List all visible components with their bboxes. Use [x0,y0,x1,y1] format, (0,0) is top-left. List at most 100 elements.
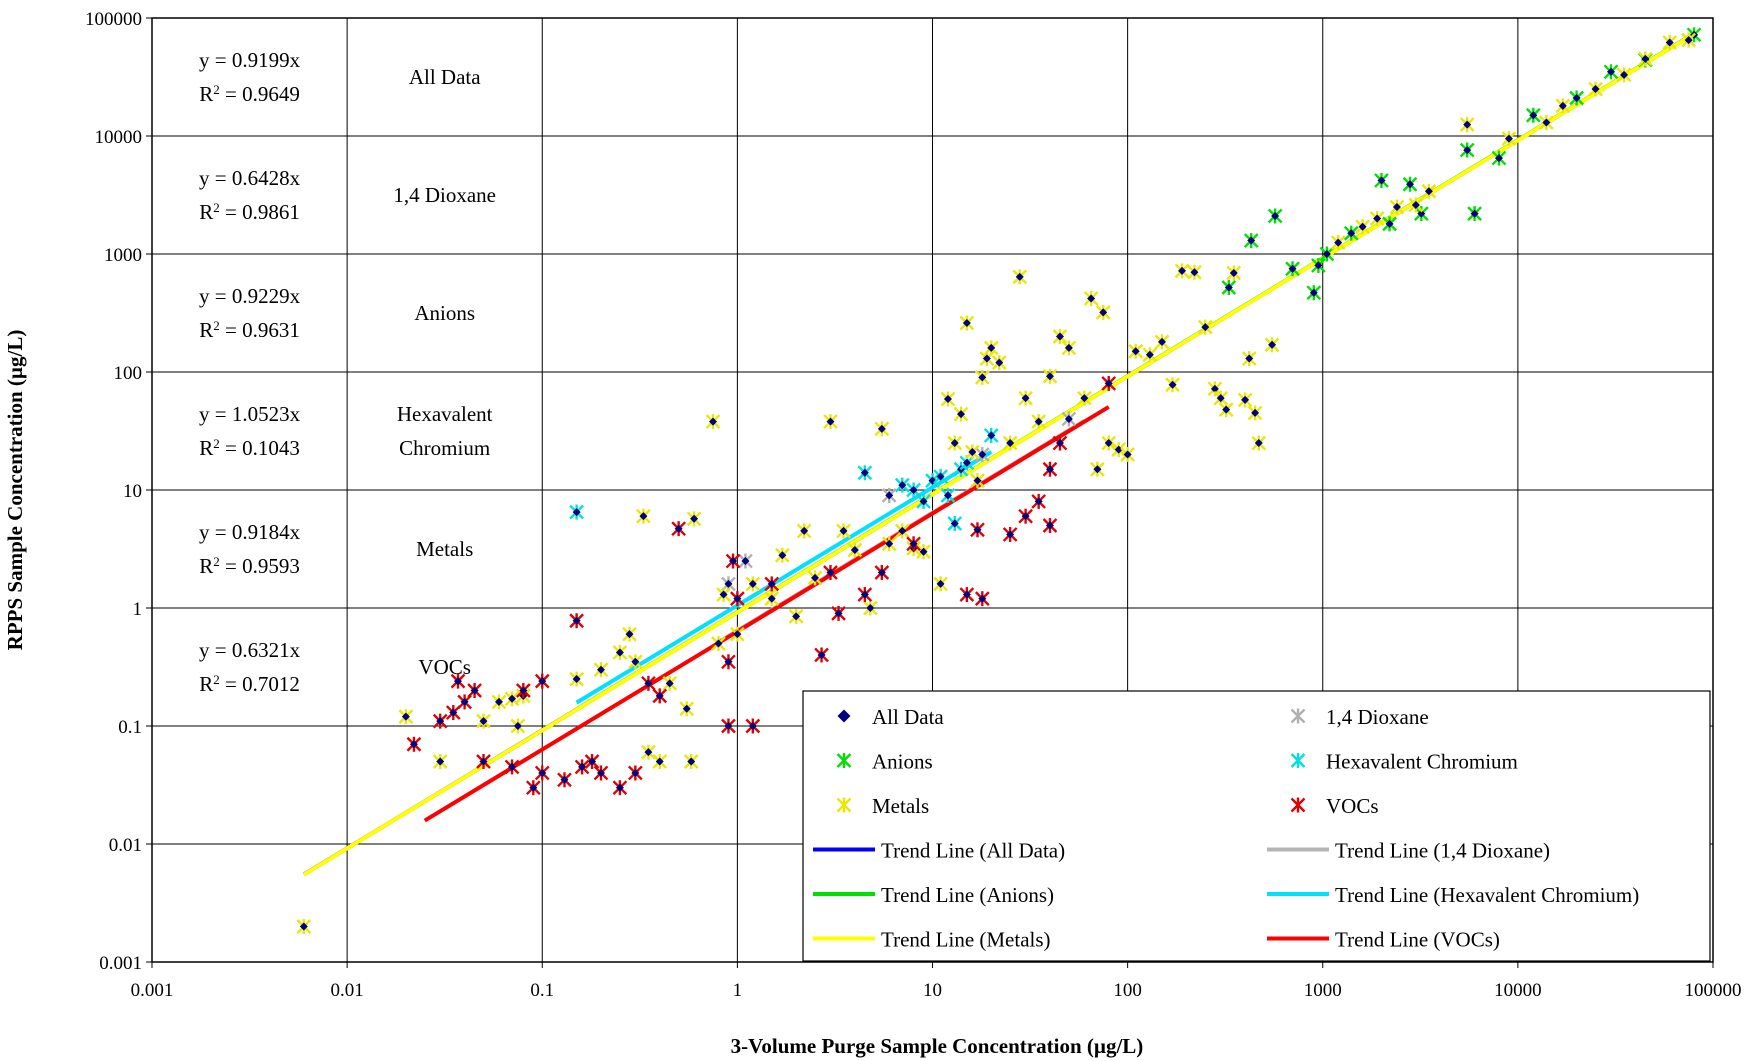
data-point [885,491,894,500]
data-point [1131,347,1140,356]
data-point [1620,70,1629,79]
data-point [898,481,907,490]
data-point [898,526,907,535]
data-point [729,557,738,566]
data-point [1347,229,1356,238]
data-point [1178,266,1187,275]
trend-line [423,405,1110,823]
data-point [987,343,996,352]
data-point [1241,395,1250,404]
data-point [401,712,410,721]
r-squared-text: R2 = 0.1043 [199,436,300,461]
data-point [724,657,733,666]
legend-item: Trend Line (1,4 Dioxane) [1267,839,1550,863]
x-tick-label: 10 [923,980,942,1001]
legend-label: Trend Line (Hexavalent Chromium) [1335,883,1639,907]
r-squared-text: R2 = 0.7012 [199,672,300,697]
data-point [708,417,717,426]
data-point [1080,394,1089,403]
data-point [1385,219,1394,228]
data-point [1470,209,1479,218]
y-tick-label: 0.01 [109,835,142,856]
data-point [1684,36,1693,45]
legend-item: Hexavalent Chromium [1290,750,1518,774]
x-axis-title: 3-Volume Purge Sample Concentration (µg/… [731,1034,1144,1058]
x-tick-label: 0.1 [530,980,554,1001]
legend-item: VOCs [1290,794,1379,818]
data-point [1417,209,1426,218]
data-point [299,922,308,931]
data-point [682,704,691,713]
data-point [860,468,869,477]
data-point [826,568,835,577]
data-point [665,679,674,688]
data-point [733,594,742,603]
data-point [1099,308,1108,317]
data-point [615,783,624,792]
group-label: Anions [414,301,475,325]
data-point [538,768,547,777]
data-point [724,722,733,730]
x-tick-label: 10000 [1494,980,1542,1001]
data-point [1271,211,1280,220]
data-point [1034,417,1043,426]
data-point [811,573,820,582]
legend-item: Trend Line (VOCs) [1267,928,1500,952]
data-point [655,757,664,766]
y-tick-label: 100000 [85,9,142,30]
data-point [1247,236,1256,245]
data-point [885,539,894,548]
legend-item: Anions [836,750,933,774]
data-point [1045,465,1054,474]
data-point [453,677,462,686]
data-point [1288,264,1297,273]
data-point [943,491,952,500]
data-point [631,657,640,666]
data-point [1210,384,1219,393]
data-point [978,373,987,382]
data-point [1168,380,1177,389]
data-point [1290,797,1306,813]
data-point [936,579,945,588]
data-point [1424,187,1433,196]
group-label: Metals [416,537,473,561]
data-point [800,526,809,535]
x-tick-label: 100 [1113,980,1142,1001]
data-point [834,609,843,618]
data-point [625,630,634,639]
data-point [950,519,959,528]
data-point [1087,294,1096,303]
data-point [1104,439,1113,448]
data-point [962,319,971,328]
data-point [1392,203,1401,212]
legend-label: VOCs [1326,794,1379,818]
data-point [655,691,664,700]
data-point [995,358,1004,367]
y-tick-label: 10000 [95,127,143,148]
data-point [877,424,886,433]
data-point [1251,408,1260,417]
data-point [494,697,503,706]
data-point [909,486,918,494]
legend-item: Trend Line (All Data) [813,839,1065,863]
data-point [596,768,605,777]
x-tick-label: 0.001 [131,980,174,1001]
data-point [572,675,581,684]
legend-label: All Data [872,705,944,729]
data-point [973,476,982,485]
data-point [836,753,852,768]
data-point [596,665,605,674]
data-point [1463,146,1472,155]
data-point [1572,93,1581,102]
data-point [1463,120,1472,129]
legend-label: Trend Line (All Data) [881,839,1065,863]
data-point [674,524,683,533]
data-point [978,450,987,459]
data-point [1290,708,1306,724]
data-point [1309,288,1318,297]
data-point [1334,238,1343,247]
data-point [1558,101,1567,110]
legend: All Data 1,4 Dioxane Anions Hexavalent Chro… [802,690,1711,962]
data-point [1406,180,1415,189]
